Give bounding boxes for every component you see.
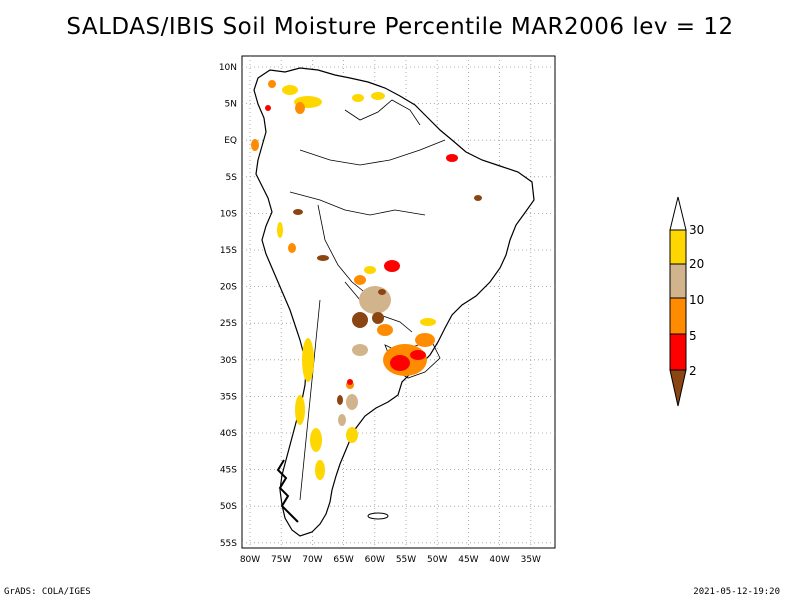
lat-tick-label: 5S: [226, 173, 238, 183]
latitude-labels: 10N 5N EQ 5S 10S 15S 20S 25S 30S 35S 40S 45S 50S 55S: [219, 63, 237, 549]
lon-tick-label: 55W: [396, 555, 416, 565]
lon-tick-label: 40W: [489, 555, 509, 565]
lat-tick-label: 30S: [220, 356, 237, 366]
falkland-islands: [367, 512, 389, 520]
legend-below-2: [669, 369, 687, 407]
lon-tick-label: 60W: [365, 555, 385, 565]
legend-20-30: [669, 229, 687, 265]
lon-tick-label: 50W: [427, 555, 447, 565]
border-bolivia: [317, 204, 369, 296]
legend-label-2: 2: [689, 364, 697, 378]
legend-2-5: [669, 333, 687, 371]
longitude-labels: 80W 75W 70W 65W 60W 55W 50W 45W 40W 35W: [240, 555, 541, 565]
lon-tick-label: 45W: [458, 555, 478, 565]
legend-10-20: [669, 263, 687, 299]
lat-tick-label: 50S: [220, 502, 237, 512]
lon-tick-label: 70W: [302, 555, 322, 565]
lat-tick-label: 45S: [220, 466, 237, 476]
legend-label-10: 10: [689, 293, 704, 307]
legend-5-10: [669, 297, 687, 335]
lat-tick-label: 25S: [220, 319, 237, 329]
lat-tick-label: 10N: [219, 63, 237, 73]
legend-label-20: 20: [689, 257, 704, 271]
lon-tick-label: 65W: [333, 555, 353, 565]
lat-tick-label: 5N: [225, 100, 237, 110]
lat-tick-label: 15S: [220, 246, 237, 256]
border-peru-brazil: [289, 191, 426, 216]
legend-above-30: [669, 196, 687, 231]
chile-fjords: [276, 459, 299, 523]
lon-tick-label: 35W: [521, 555, 541, 565]
lat-tick-label: 35S: [220, 392, 237, 402]
legend-colorbar: 30 20 10 5 2: [669, 196, 704, 407]
legend-label-30: 30: [689, 223, 704, 237]
lat-tick-label: 55S: [220, 539, 237, 549]
footer-timestamp: 2021-05-12-19:20: [693, 587, 780, 597]
lon-tick-label: 80W: [240, 555, 260, 565]
lat-tick-label: 10S: [220, 209, 237, 219]
border-guianas: [344, 99, 421, 126]
map-title: SALDAS/IBIS Soil Moisture Percentile MAR…: [66, 14, 734, 40]
percentile-patches: [251, 80, 482, 480]
lat-tick-label: EQ: [224, 136, 237, 146]
border-amazon-north: [299, 139, 446, 166]
lon-tick-label: 75W: [271, 555, 291, 565]
lat-tick-label: 40S: [220, 429, 237, 439]
legend-label-5: 5: [689, 329, 697, 343]
footer-credit: GrADS: COLA/IGES: [4, 587, 91, 597]
border-chile-argentina: [299, 299, 321, 501]
coastline: [253, 67, 535, 537]
lat-tick-label: 20S: [220, 283, 237, 293]
